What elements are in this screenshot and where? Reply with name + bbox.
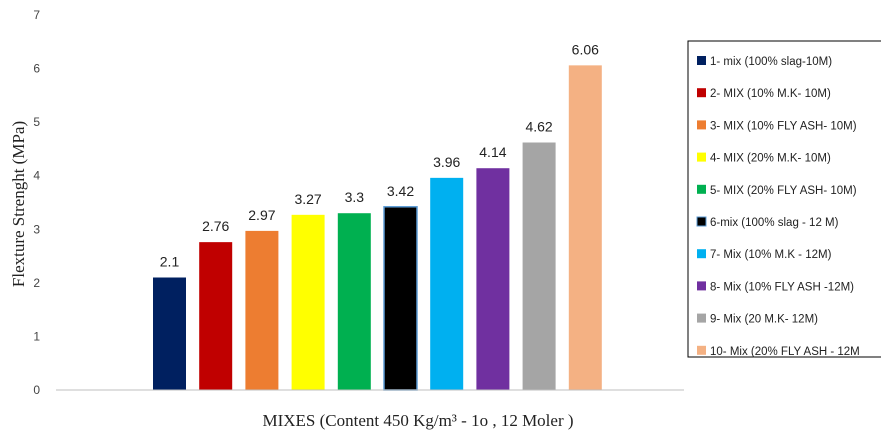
bar-6 xyxy=(383,206,418,391)
legend-swatch-1 xyxy=(697,56,706,65)
y-axis-label: Flexture Strenght (MPa) xyxy=(9,121,28,287)
legend-swatch-2 xyxy=(697,88,706,98)
legend-box xyxy=(687,40,881,358)
y-tick-label: 6 xyxy=(33,62,40,76)
bar-4 xyxy=(291,214,325,390)
legend-swatch-10 xyxy=(697,345,706,355)
legend-label-8: 8- Mix (10% FLY ASH -12M) xyxy=(710,281,854,293)
legend-label-4: 4- MIX (20% M.K- 10M) xyxy=(710,153,831,165)
bar-8 xyxy=(476,168,510,390)
bar-7 xyxy=(430,177,464,390)
legend-label-7: 7- Mix (10% M.K - 12M) xyxy=(710,249,832,261)
data-label-10: 6.06 xyxy=(572,41,599,57)
data-label-7: 3.96 xyxy=(433,154,460,170)
y-tick-label: 7 xyxy=(33,8,40,22)
bar-9 xyxy=(522,142,556,390)
y-tick-label: 3 xyxy=(33,222,40,236)
bar-1 xyxy=(153,277,186,390)
legend-label-6: 6-mix (100% slag - 12 M) xyxy=(710,217,839,229)
data-label-1: 2.1 xyxy=(160,254,180,270)
legend-swatch-7 xyxy=(697,249,706,259)
data-label-5: 3.3 xyxy=(345,189,365,205)
bar-10 xyxy=(568,65,602,390)
data-label-2: 2.76 xyxy=(202,218,229,234)
data-label-4: 3.27 xyxy=(294,191,321,207)
legend-label-2: 2- MIX (10% M.K- 10M) xyxy=(710,88,831,100)
legend: 1- mix (100% slag-10M) 2- MIX (10% M.K- 1… xyxy=(687,40,881,358)
data-label-6: 3.42 xyxy=(387,183,414,199)
legend-swatch-5 xyxy=(697,184,706,194)
legend-label-3: 3- MIX (10% FLY ASH- 10M) xyxy=(710,120,857,132)
y-tick-label: 1 xyxy=(33,329,40,343)
y-axis-ticks: 0 1 2 3 4 5 6 7 xyxy=(33,8,40,397)
legend-swatch-8 xyxy=(697,281,706,291)
y-tick-label: 5 xyxy=(33,115,40,129)
bars xyxy=(153,65,602,391)
y-tick-label: 0 xyxy=(33,383,40,397)
x-axis-label: MIXES (Content 450 Kg/m³ - 1o , 12 Moler… xyxy=(262,411,573,430)
legend-swatch-4 xyxy=(697,152,706,162)
data-label-3: 2.97 xyxy=(248,207,275,223)
legend-swatch-3 xyxy=(697,120,706,130)
legend-swatch-6 xyxy=(696,216,707,227)
y-tick-label: 4 xyxy=(33,169,40,183)
data-label-8: 4.14 xyxy=(479,144,506,160)
legend-label-1: 1- mix (100% slag-10M) xyxy=(710,56,832,68)
legend-swatch-9 xyxy=(697,313,706,323)
legend-label-10: 10- Mix (20% FLY ASH - 12M xyxy=(710,346,860,358)
y-tick-label: 2 xyxy=(33,276,40,290)
data-labels: 2.1 2.76 2.97 3.27 3.3 3.42 3.96 4.14 4.62 6.06 xyxy=(160,41,599,269)
bar-5 xyxy=(337,213,371,390)
bar-3 xyxy=(245,230,279,390)
legend-label-5: 5- MIX (20% FLY ASH- 10M) xyxy=(710,185,857,197)
legend-label-9: 9- Mix (20 M.K- 12M) xyxy=(710,314,818,326)
data-label-9: 4.62 xyxy=(525,119,552,135)
bar-2 xyxy=(199,242,233,390)
